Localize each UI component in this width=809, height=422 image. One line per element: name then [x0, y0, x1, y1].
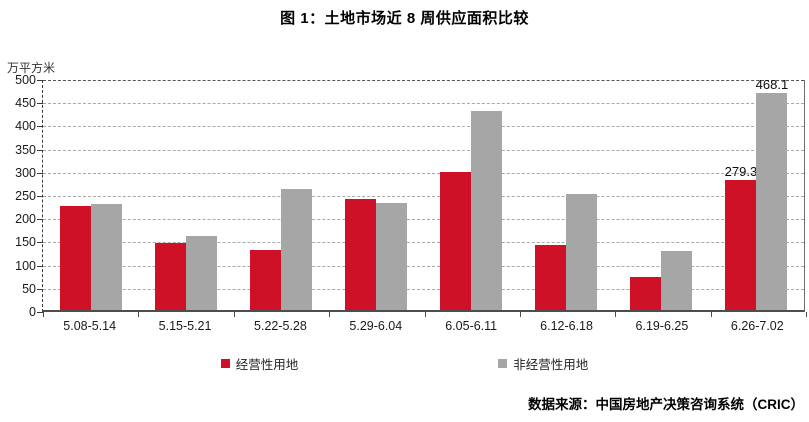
plot-area: 279.3 468.1	[37, 77, 807, 317]
bar-group-5.22-5.28	[233, 80, 328, 310]
bar-group-6.19-6.25	[614, 80, 709, 310]
y-tick-450	[37, 103, 43, 105]
bar-group-5.29-6.04	[328, 80, 423, 310]
y-axis-label-500: 500	[15, 73, 36, 87]
y-axis-unit-label: 万平方米	[7, 61, 56, 75]
y-axis-label-350: 350	[15, 142, 36, 157]
x-tick-0	[43, 312, 44, 317]
data-source-note: 数据来源：中国房地产决策咨询系统（CRIC）	[528, 397, 804, 412]
y-tick-250	[37, 196, 43, 197]
bar-series0-6.19-6.25	[630, 277, 662, 310]
gridline-200	[43, 219, 804, 221]
x-axis-label-6.05-6.11: 6.05-6.11	[445, 319, 498, 333]
x-axis-label-6.26-7.02: 6.26-7.02	[730, 319, 784, 333]
y-tick-300	[37, 172, 43, 174]
chart-title: 图 1：土地市场近 8 周供应面积比较	[280, 10, 529, 27]
gridline-500	[43, 80, 804, 81]
legend-item-1: 非经营性用地	[498, 354, 588, 373]
bar-series0-5.15-5.21	[154, 243, 186, 310]
bar-group-5.08-5.14	[43, 80, 138, 310]
x-tick-6	[615, 312, 617, 317]
bar-series1-5.15-5.21	[185, 236, 217, 310]
gridline-450	[43, 103, 804, 105]
bar-series0-5.29-6.04	[344, 199, 376, 310]
x-axis-label-5.15-5.21: 5.15-5.21	[158, 319, 212, 333]
y-axis-label-50: 50	[22, 281, 36, 296]
gridline-50	[43, 288, 804, 290]
y-tick-200	[37, 219, 43, 221]
y-tick-100	[37, 265, 43, 267]
legend-swatch-icon	[498, 359, 508, 368]
x-tick-7	[710, 312, 712, 317]
legend-item-0: 经营性用地	[220, 354, 299, 373]
bar-series0-5.22-5.28	[249, 249, 281, 310]
y-tick-500	[37, 80, 43, 81]
bar-group-5.15-5.21	[138, 80, 233, 310]
bar-group-6.05-6.11	[424, 80, 519, 310]
y-axis-label-400: 400	[15, 119, 36, 134]
legend-label: 经营性用地	[235, 358, 299, 372]
legend-label: 非经营性用地	[513, 358, 589, 372]
bar-groups: 279.3 468.1	[43, 77, 804, 310]
x-tick-4	[424, 312, 426, 317]
y-axis-label-300: 300	[15, 165, 36, 180]
bar-series1-6.05-6.11	[471, 111, 503, 310]
gridline-100	[43, 265, 804, 267]
y-tick-350	[37, 149, 43, 151]
x-axis-label-5.29-6.04: 5.29-6.04	[349, 319, 403, 333]
bar-group-6.12-6.18	[519, 80, 614, 310]
gridline-150	[43, 242, 804, 244]
y-axis-label-250: 250	[15, 189, 36, 203]
bar-group-6.26-7.02: 279.3 468.1	[709, 77, 804, 310]
x-tick-1	[138, 312, 140, 317]
x-tick-2	[233, 312, 235, 317]
y-axis-label-0: 0	[29, 305, 36, 319]
x-axis-label-5.08-5.14: 5.08-5.14	[63, 319, 117, 333]
x-tick-5	[519, 312, 521, 317]
bar-series1-5.08-5.14	[90, 204, 122, 310]
y-axis-label-100: 100	[15, 258, 36, 273]
gridline-400	[43, 126, 804, 128]
bar-series1-6.12-6.18	[566, 194, 598, 310]
y-tick-150	[37, 242, 43, 244]
x-tick-3	[329, 312, 331, 317]
gridline-250	[43, 196, 804, 197]
bar-series1-5.29-6.04	[375, 203, 407, 310]
bar-series1-5.22-5.28	[280, 189, 312, 310]
y-tick-400	[37, 126, 43, 128]
bar-series1-6.19-6.25	[661, 251, 693, 310]
bar-series0-6.26-7.02: 279.3	[725, 164, 757, 310]
y-axis-label-200: 200	[15, 212, 36, 227]
x-axis-labels: 5.08-5.14 5.15-5.21 5.22-5.28 5.29-6.04 6.05…	[42, 319, 805, 333]
x-axis-label-6.19-6.25: 6.19-6.25	[635, 319, 689, 333]
x-axis-label-6.12-6.18: 6.12-6.18	[540, 319, 593, 333]
x-tick-8	[806, 312, 807, 317]
y-axis-label-150: 150	[15, 235, 36, 250]
bar-series1-6.26-7.02: 468.1	[756, 77, 788, 310]
chart-legend: 经营性用地 非经营性用地	[0, 354, 809, 373]
gridline-300	[43, 172, 804, 174]
bar-series0-6.12-6.18	[535, 244, 567, 310]
legend-swatch-icon	[220, 359, 230, 368]
bar-value-label-468.1: 468.1	[755, 76, 789, 92]
bar-series0-5.08-5.14	[59, 206, 91, 310]
bar-series0-6.05-6.11	[440, 172, 472, 310]
x-axis-label-5.22-5.28: 5.22-5.28	[254, 319, 307, 333]
gridline-350	[43, 149, 804, 151]
bar-value-label-279.3: 279.3	[724, 164, 758, 180]
y-axis-label-450: 450	[15, 96, 36, 111]
y-tick-0	[37, 312, 43, 313]
y-tick-50	[37, 288, 43, 290]
